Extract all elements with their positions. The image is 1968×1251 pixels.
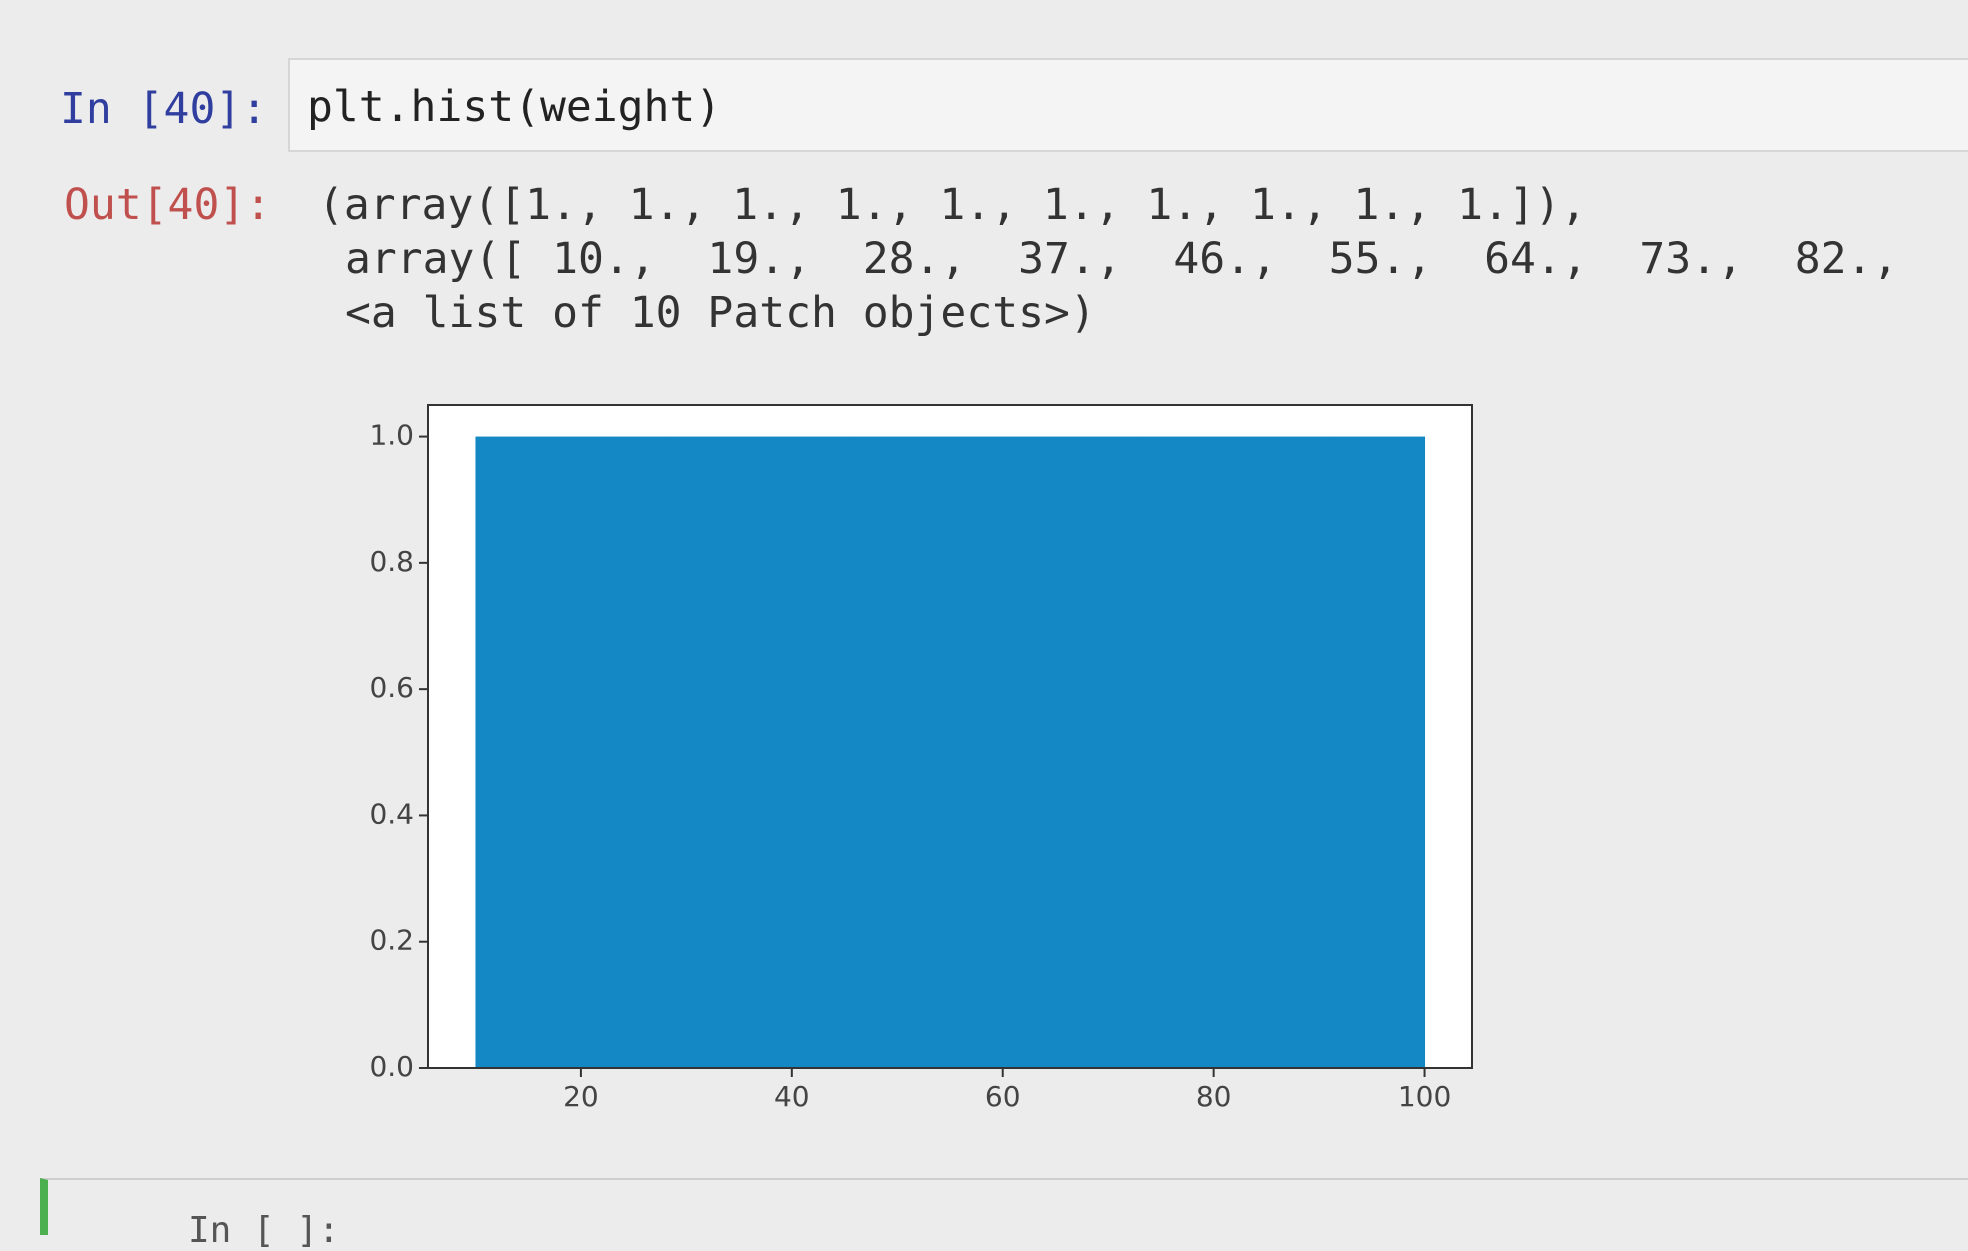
y-tick-label: 0.8 [369,545,414,578]
x-tick-label: 20 [563,1080,599,1113]
x-tick-label: 40 [774,1080,810,1113]
input-prompt: In [40]: [60,84,268,134]
bar [855,436,951,1069]
y-tick-label: 0.0 [369,1050,414,1083]
next-cell[interactable]: In [ ]: [40,1178,1968,1251]
bar [760,436,856,1069]
bar [665,436,761,1069]
x-tick-label: 100 [1398,1080,1451,1113]
y-tick-label: 0.6 [369,671,414,704]
axes-frame [427,404,1473,1069]
x-tick-label: 80 [1196,1080,1232,1113]
bar [950,436,1046,1069]
bar [570,436,666,1069]
bar [1234,436,1331,1069]
output-line: array([ 10., 19., 28., 37., 46., 55., 64… [345,234,1899,284]
x-tick-label: 60 [985,1080,1021,1113]
input-prompt: In [ ]: [188,1210,340,1251]
bar [1329,436,1426,1069]
output-line: (array([1., 1., 1., 1., 1., 1., 1., 1., … [318,180,1587,230]
output-line: <a list of 10 Patch objects>) [345,288,1096,338]
y-tick-label: 0.2 [369,924,414,957]
code-cell[interactable]: plt.hist(weight) [288,58,1968,152]
bar [1139,436,1236,1069]
bar [1044,436,1141,1069]
y-tick-label: 0.4 [369,797,414,830]
y-tick-label: 1.0 [369,419,414,452]
bar [475,436,571,1069]
code-text[interactable]: plt.hist(weight) [307,82,722,132]
output-prompt: Out[40]: [64,180,272,230]
